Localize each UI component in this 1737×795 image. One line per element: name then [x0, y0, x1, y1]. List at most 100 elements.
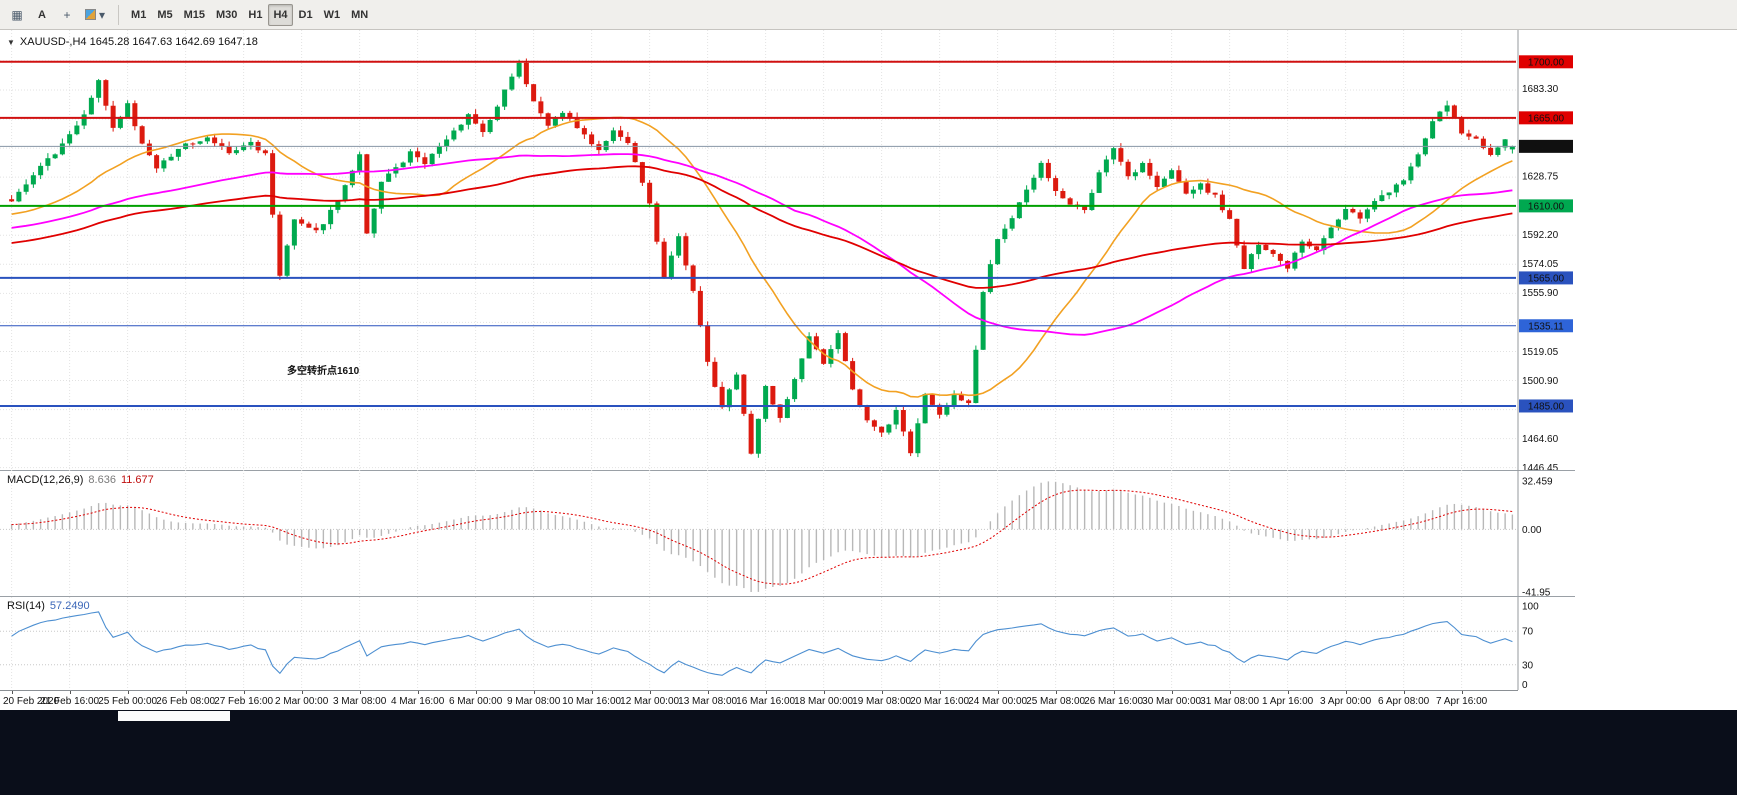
- svg-text:1574.05: 1574.05: [1522, 259, 1559, 270]
- time-label: 20 Mar 16:00: [910, 696, 970, 707]
- time-label: 3 Mar 08:00: [332, 696, 387, 707]
- rsi-panel-separator[interactable]: [0, 596, 1575, 597]
- svg-text:30: 30: [1522, 660, 1534, 671]
- svg-text:1565.00: 1565.00: [1528, 273, 1565, 284]
- time-label: 25 Feb 00:00: [98, 696, 158, 707]
- timeframe-button-mn[interactable]: MN: [351, 8, 369, 21]
- time-tick: [475, 691, 477, 694]
- styles-dropdown-button[interactable]: ▾: [80, 4, 110, 26]
- time-label: 6 Apr 08:00: [1378, 696, 1430, 707]
- moving-average-ema110: [11, 165, 1513, 289]
- svg-text:1535.11: 1535.11: [1528, 321, 1564, 332]
- time-label: 27 Feb 16:00: [214, 696, 274, 707]
- svg-text:1485.00: 1485.00: [1528, 401, 1565, 412]
- time-tick: [533, 691, 535, 694]
- svg-text:1683.30: 1683.30: [1522, 84, 1559, 95]
- svg-text:1700.00: 1700.00: [1528, 57, 1565, 68]
- time-tick: [11, 691, 13, 694]
- rsi-panel[interactable]: 100 70 30 0: [0, 597, 1575, 690]
- svg-text:1446.45: 1446.45: [1522, 463, 1559, 470]
- svg-text:1555.90: 1555.90: [1522, 288, 1559, 299]
- time-label: 7 Apr 16:00: [1436, 696, 1488, 707]
- time-label: 4 Mar 16:00: [390, 696, 445, 707]
- chart-annotation[interactable]: 多空转折点1610: [287, 364, 360, 377]
- bottom-bar: [0, 710, 1737, 795]
- timeframe-button-m30[interactable]: M30: [216, 8, 238, 21]
- macd-axis-ticks: 32.459 0.00 -41.95: [1522, 476, 1553, 597]
- svg-text:1592.20: 1592.20: [1522, 230, 1559, 241]
- time-label: 19 Mar 08:00: [852, 696, 912, 707]
- time-label: 30 Mar 00:00: [1142, 696, 1202, 707]
- time-tick: [243, 691, 245, 694]
- time-tick: [707, 691, 709, 694]
- templates-grid-icon[interactable]: ▦: [11, 7, 23, 22]
- main-chart[interactable]: 1700.00 1665.00 1647.18 1610.00 1565.00 1535.…: [0, 30, 1575, 470]
- moving-average-sma24: [11, 116, 1513, 398]
- time-tick: [939, 691, 941, 694]
- timeframe-button-d1[interactable]: D1: [298, 8, 313, 21]
- time-label: 26 Mar 16:00: [1084, 696, 1144, 707]
- time-tick: [823, 691, 825, 694]
- time-label: 25 Mar 08:00: [1026, 696, 1086, 707]
- collapse-icon[interactable]: ▼: [7, 37, 15, 47]
- time-tick: [1287, 691, 1289, 694]
- price-label-1535.11: 1535.11: [1519, 319, 1573, 333]
- time-axis[interactable]: 20 Feb 2020 21 Feb 16:00 25 Feb 00:00 26 Fe…: [0, 690, 1575, 710]
- time-tick: [1113, 691, 1115, 694]
- macd-panel-separator[interactable]: [0, 470, 1575, 471]
- time-label: 18 Mar 00:00: [794, 696, 854, 707]
- color-swatch-icon: [85, 9, 96, 20]
- macd-panel[interactable]: 32.459 0.00 -41.95: [0, 470, 1575, 597]
- time-tick: [1055, 691, 1057, 694]
- macd-label: MACD(12,26,9): [7, 474, 84, 486]
- svg-text:32.459: 32.459: [1522, 476, 1553, 487]
- time-label: 6 Mar 00:00: [448, 696, 503, 707]
- time-tick: [765, 691, 767, 694]
- time-tick: [1461, 691, 1463, 694]
- time-tick: [1171, 691, 1173, 694]
- rsi-line: [11, 611, 1513, 676]
- vertical-gridlines: [11, 597, 1463, 690]
- time-label: 10 Mar 16:00: [562, 696, 622, 707]
- time-tick: [185, 691, 187, 694]
- time-tick: [69, 691, 71, 694]
- time-label: 13 Mar 08:00: [678, 696, 738, 707]
- time-tick: [359, 691, 361, 694]
- time-label: 16 Mar 16:00: [736, 696, 796, 707]
- time-tick: [417, 691, 419, 694]
- svg-text:1519.05: 1519.05: [1522, 347, 1559, 358]
- text-annotation-button[interactable]: A: [38, 8, 46, 21]
- time-label: 24 Mar 00:00: [968, 696, 1028, 707]
- timeframe-button-h4[interactable]: H4: [268, 3, 293, 26]
- price-label-1565.00: 1565.00: [1519, 271, 1573, 285]
- time-label: 12 Mar 00:00: [620, 696, 680, 707]
- rsi-header: RSI(14) 57.2490: [7, 600, 90, 612]
- timeframe-button-h1[interactable]: H1: [248, 8, 263, 21]
- time-label: 1 Apr 16:00: [1262, 696, 1314, 707]
- chart-header: ▼ XAUUSD-,H4 1645.28 1647.63 1642.69 164…: [7, 36, 258, 48]
- timeframe-button-w1[interactable]: W1: [323, 8, 341, 21]
- svg-text:-41.95: -41.95: [1522, 587, 1551, 597]
- svg-text:1500.90: 1500.90: [1522, 376, 1559, 387]
- crosshair-icon[interactable]: +: [63, 7, 71, 22]
- timeframe-button-m5[interactable]: M5: [157, 8, 173, 21]
- macd-signal-line: [11, 489, 1513, 585]
- price-label-1665.00: 1665.00: [1519, 111, 1573, 125]
- time-tick: [301, 691, 303, 694]
- taskbar-item: [118, 711, 230, 721]
- symbol-ohlc-text: XAUUSD-,H4 1645.28 1647.63 1642.69 1647.…: [19, 36, 258, 48]
- time-tick: [1345, 691, 1347, 694]
- svg-text:1628.75: 1628.75: [1522, 171, 1559, 182]
- price-label-1610.00: 1610.00: [1519, 199, 1573, 213]
- svg-text:70: 70: [1522, 627, 1534, 638]
- svg-text:1464.60: 1464.60: [1522, 434, 1559, 445]
- svg-text:0: 0: [1522, 680, 1528, 690]
- chevron-down-icon: ▾: [99, 7, 106, 22]
- time-tick: [591, 691, 593, 694]
- timeframe-button-m1[interactable]: M1: [131, 8, 147, 21]
- macd-signal-value: 11.677: [120, 474, 154, 486]
- time-label: 20 Feb 2020: [3, 696, 60, 707]
- svg-text:100: 100: [1522, 602, 1539, 613]
- timeframe-button-m15[interactable]: M15: [183, 8, 205, 21]
